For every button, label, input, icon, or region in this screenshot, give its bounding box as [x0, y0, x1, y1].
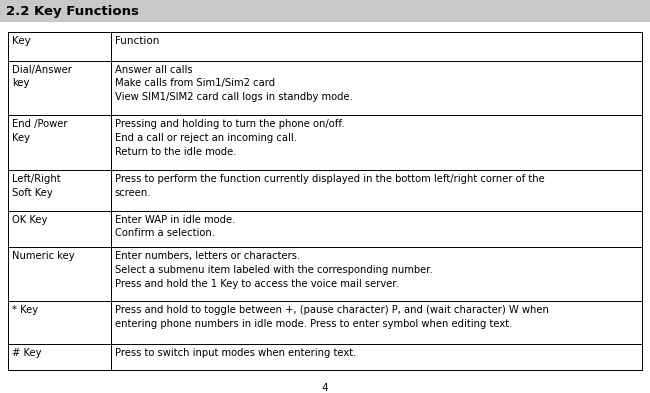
Text: End /Power
Key: End /Power Key — [12, 119, 68, 143]
Text: Left/Right
Soft Key: Left/Right Soft Key — [12, 174, 60, 198]
Text: Enter numbers, letters or characters.
Select a submenu item labeled with the cor: Enter numbers, letters or characters. Se… — [114, 252, 432, 289]
Text: # Key: # Key — [12, 347, 42, 358]
FancyBboxPatch shape — [0, 0, 650, 22]
Text: Press to switch input modes when entering text.: Press to switch input modes when enterin… — [114, 347, 356, 358]
Text: Dial/Answer
key: Dial/Answer key — [12, 64, 72, 88]
Text: 4: 4 — [322, 383, 328, 393]
Text: Pressing and holding to turn the phone on/off.
End a call or reject an incoming : Pressing and holding to turn the phone o… — [114, 119, 344, 157]
Text: Press to perform the function currently displayed in the bottom left/right corne: Press to perform the function currently … — [114, 174, 545, 198]
Text: 2.2 Key Functions: 2.2 Key Functions — [6, 4, 139, 18]
Text: Enter WAP in idle mode.
Confirm a selection.: Enter WAP in idle mode. Confirm a select… — [114, 215, 235, 238]
Text: Function: Function — [114, 36, 159, 46]
Text: Key: Key — [12, 36, 31, 46]
Text: * Key: * Key — [12, 305, 38, 315]
Text: Numeric key: Numeric key — [12, 252, 75, 261]
Text: Answer all calls
Make calls from Sim1/Sim2 card
View SIM1/SIM2 card call logs in: Answer all calls Make calls from Sim1/Si… — [114, 64, 352, 102]
Text: Press and hold to toggle between +, (pause character) P, and (wait character) W : Press and hold to toggle between +, (pau… — [114, 305, 549, 329]
Text: OK Key: OK Key — [12, 215, 47, 224]
